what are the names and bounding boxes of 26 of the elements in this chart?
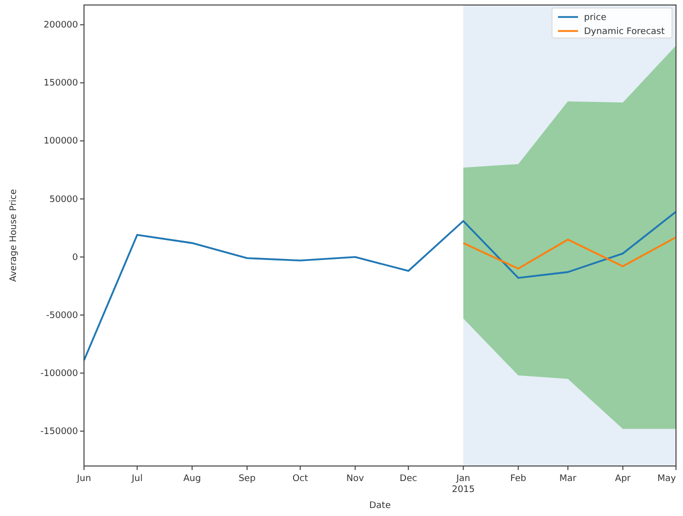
y-tick-label: 0 [72, 252, 78, 263]
y-tick-label: -150000 [40, 427, 78, 438]
y-tick-label: 150000 [44, 78, 78, 89]
x-tick-label: Feb [510, 474, 527, 484]
y-tick-label: 200000 [44, 20, 78, 31]
legend-label: Dynamic Forecast [584, 26, 666, 37]
y-tick-label: -100000 [40, 368, 78, 379]
x-tick-label: May [657, 474, 677, 484]
y-axis-title: Average House Price [9, 188, 19, 282]
x-tick-label: Apr [615, 474, 631, 484]
x-tick-label: Jun [76, 474, 92, 484]
x-axis-title: Date [369, 501, 392, 511]
x-tick-label: Oct [292, 474, 308, 484]
x-tick-label: Sep [238, 474, 256, 484]
x-tick-label: Jan 2015 [452, 474, 475, 495]
y-tick-label: 50000 [49, 194, 78, 205]
y-tick-label: 100000 [44, 136, 78, 147]
x-tick-label: Jul [130, 474, 143, 484]
x-tick-label: Nov [346, 474, 365, 484]
x-tick-label: Aug [183, 474, 201, 484]
x-tick-label: Mar [559, 474, 577, 484]
line-series [462, 236, 677, 270]
legend-label: price [584, 12, 607, 23]
y-tick-label: -50000 [46, 310, 78, 321]
line-series [83, 210, 677, 362]
x-tick-label: Dec [400, 474, 418, 484]
